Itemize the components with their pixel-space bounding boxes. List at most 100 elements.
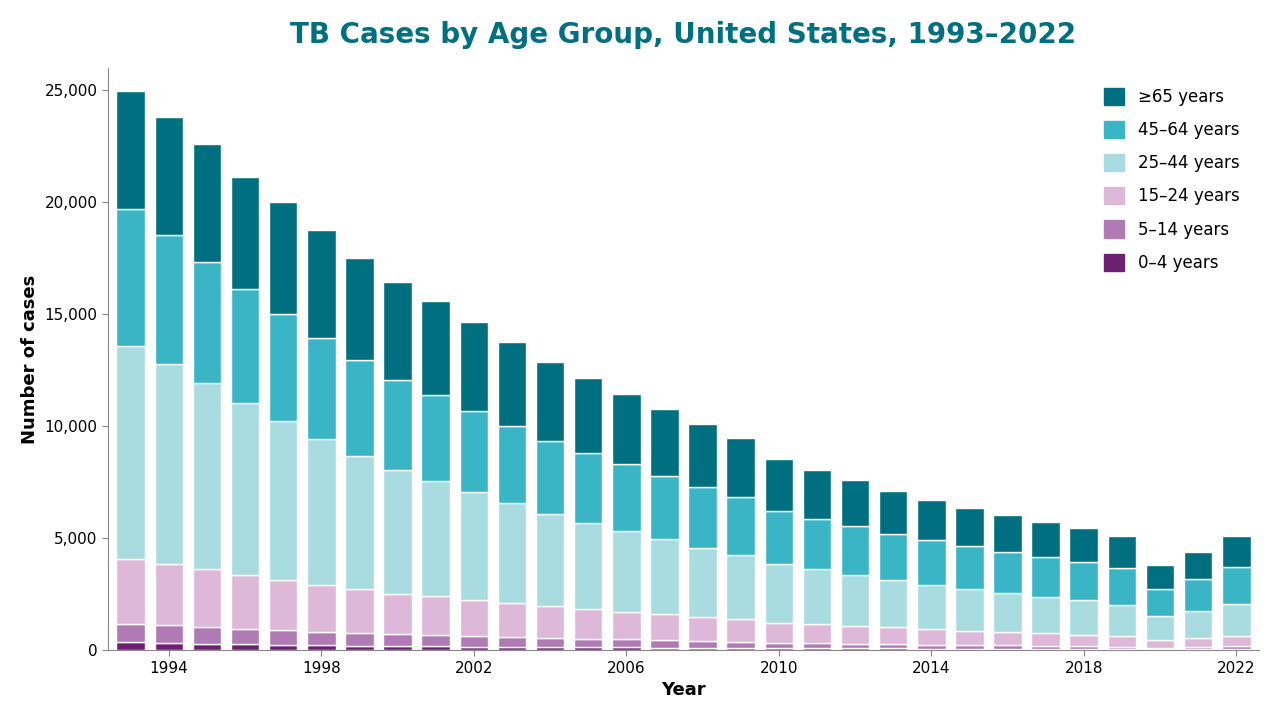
Bar — [536, 647, 564, 650]
Bar — [1032, 597, 1060, 634]
Bar — [764, 643, 794, 648]
Bar — [1032, 522, 1060, 557]
Bar — [421, 647, 451, 650]
Bar — [421, 395, 451, 481]
Bar — [498, 637, 526, 647]
Bar — [993, 632, 1021, 645]
Bar — [1070, 646, 1098, 649]
Bar — [498, 503, 526, 603]
Bar — [460, 322, 488, 411]
Bar — [1032, 557, 1060, 597]
Bar — [383, 593, 412, 634]
Bar — [383, 470, 412, 593]
Bar — [764, 511, 794, 564]
Bar — [1070, 562, 1098, 600]
Bar — [536, 514, 564, 606]
Bar — [192, 644, 221, 650]
Bar — [841, 526, 869, 575]
Bar — [230, 629, 260, 644]
Bar — [993, 552, 1021, 593]
Bar — [803, 519, 831, 570]
Bar — [650, 476, 678, 539]
Bar — [803, 570, 831, 624]
Bar — [1070, 649, 1098, 650]
Bar — [726, 648, 755, 650]
Bar — [1184, 552, 1212, 579]
Bar — [230, 575, 260, 629]
Bar — [1222, 636, 1251, 646]
Bar — [536, 441, 564, 514]
Bar — [460, 636, 488, 647]
Bar — [993, 593, 1021, 632]
Bar — [993, 515, 1021, 552]
Bar — [879, 534, 908, 580]
Bar — [1184, 638, 1212, 647]
Bar — [764, 459, 794, 511]
Bar — [612, 394, 640, 464]
Bar — [689, 424, 717, 487]
Bar — [879, 644, 908, 649]
Bar — [573, 453, 603, 523]
Bar — [1107, 568, 1137, 605]
Bar — [269, 202, 297, 314]
Bar — [383, 282, 412, 380]
Bar — [841, 626, 869, 644]
Bar — [689, 487, 717, 548]
Bar — [650, 640, 678, 647]
Bar — [612, 611, 640, 639]
Bar — [726, 619, 755, 642]
Bar — [841, 575, 869, 626]
Bar — [307, 230, 335, 338]
Bar — [612, 464, 640, 531]
Bar — [916, 585, 946, 629]
Bar — [498, 647, 526, 650]
Bar — [269, 630, 297, 645]
Bar — [764, 564, 794, 623]
Bar — [1184, 611, 1212, 638]
Bar — [803, 643, 831, 648]
Bar — [421, 481, 451, 596]
Bar — [1146, 564, 1174, 588]
Bar — [346, 590, 374, 633]
Bar — [1184, 649, 1212, 650]
Bar — [1070, 634, 1098, 646]
Bar — [1146, 649, 1174, 650]
Bar — [346, 258, 374, 360]
Bar — [230, 289, 260, 402]
Bar — [916, 644, 946, 649]
Bar — [116, 210, 145, 346]
Bar — [726, 498, 755, 554]
Bar — [230, 177, 260, 289]
X-axis label: Year: Year — [662, 681, 705, 699]
Bar — [612, 531, 640, 611]
Bar — [421, 302, 451, 395]
Bar — [955, 589, 984, 631]
Bar — [1146, 647, 1174, 649]
Bar — [155, 643, 183, 650]
Bar — [269, 421, 297, 580]
Bar — [116, 642, 145, 650]
Bar — [803, 470, 831, 519]
Bar — [955, 649, 984, 650]
Bar — [650, 409, 678, 476]
Bar — [155, 364, 183, 564]
Bar — [879, 649, 908, 650]
Y-axis label: Number of cases: Number of cases — [20, 274, 38, 444]
Bar — [1107, 636, 1137, 647]
Bar — [1107, 649, 1137, 650]
Bar — [726, 642, 755, 648]
Bar — [1222, 567, 1251, 604]
Bar — [689, 642, 717, 648]
Bar — [498, 426, 526, 503]
Bar — [1222, 536, 1251, 567]
Bar — [993, 649, 1021, 650]
Bar — [650, 614, 678, 640]
Bar — [573, 378, 603, 453]
Bar — [1146, 640, 1174, 647]
Bar — [230, 402, 260, 575]
Bar — [1146, 588, 1174, 616]
Bar — [573, 647, 603, 650]
Bar — [307, 585, 335, 631]
Bar — [573, 639, 603, 647]
Bar — [1146, 616, 1174, 640]
